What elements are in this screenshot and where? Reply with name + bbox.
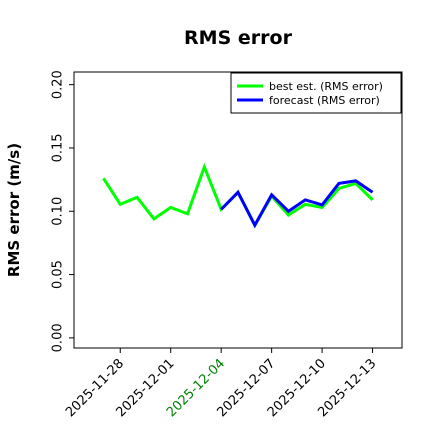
legend-label: best est. (RMS error) — [269, 80, 383, 93]
series-line — [220, 179, 374, 229]
chart-title: RMS error — [184, 27, 293, 49]
series-line — [102, 162, 374, 229]
legend: best est. (RMS error)forecast (RMS error… — [230, 72, 402, 114]
legend-label: forecast (RMS error) — [269, 94, 380, 107]
y-axis-label: RMS error (m/s) — [5, 143, 23, 277]
legend-box — [230, 72, 402, 114]
y-tick-label: 0.15 — [51, 133, 66, 162]
y-tick-label: 0.05 — [51, 260, 66, 289]
plot-frame — [73, 71, 403, 349]
y-tick-label: 0.00 — [51, 323, 66, 352]
y-tick-label: 0.20 — [51, 70, 66, 99]
y-tick-label: 0.10 — [51, 197, 66, 226]
